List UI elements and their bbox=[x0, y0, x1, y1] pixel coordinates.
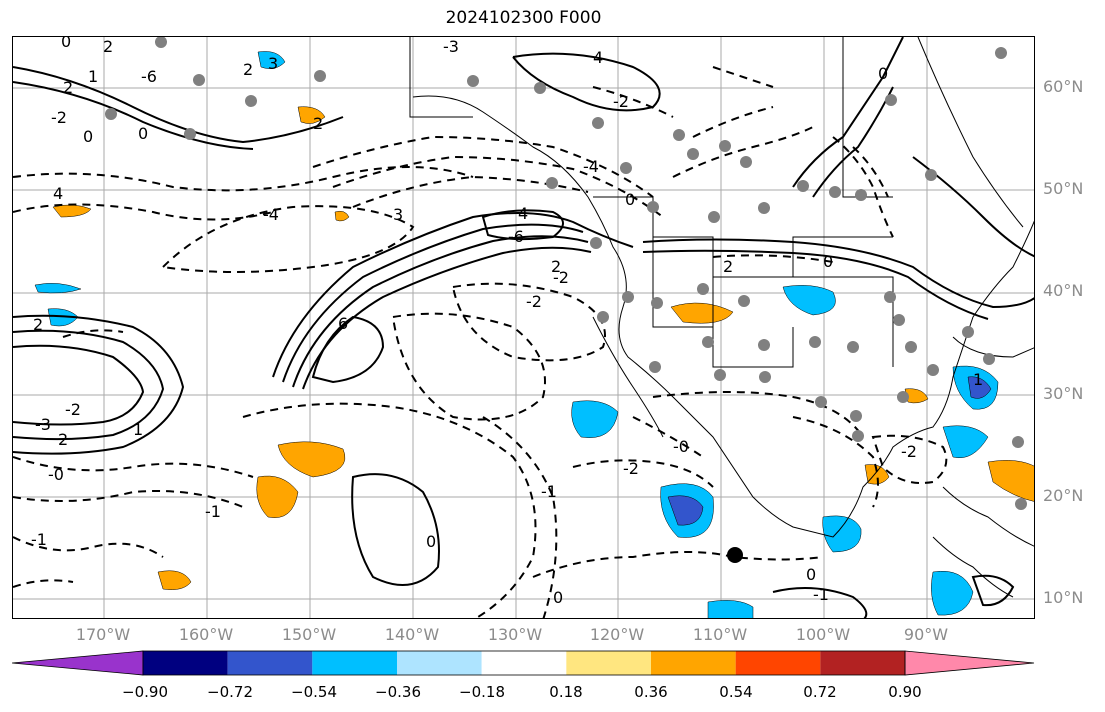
contour-label: 4 bbox=[53, 184, 63, 203]
lat-label: 40°N bbox=[1043, 281, 1084, 300]
contour-label: -1 bbox=[541, 482, 557, 501]
contour-label: 3 bbox=[393, 205, 403, 224]
map-canvas: 0 2 3 2 1 2 0 4 4 -4 3 2 4 -6 6 -2 -2 2 … bbox=[13, 37, 1034, 618]
lat-label: 20°N bbox=[1043, 486, 1084, 505]
contour-label: -1 bbox=[205, 502, 221, 521]
colorbar-segment bbox=[820, 651, 905, 675]
contour-label: 4 bbox=[518, 204, 528, 223]
colorbar bbox=[12, 650, 1035, 676]
contour-label: 2 bbox=[63, 78, 73, 97]
contour-label: 2 bbox=[313, 114, 323, 133]
colorbar-segments bbox=[12, 650, 1035, 676]
colorbar-border bbox=[142, 650, 906, 676]
contour-label: 1 bbox=[973, 370, 983, 389]
lat-label: 60°N bbox=[1043, 77, 1084, 96]
colorbar-tick-label: −0.54 bbox=[291, 683, 337, 701]
colorbar-tick-label: 0.90 bbox=[888, 683, 922, 701]
lon-label: 130°W bbox=[487, 625, 543, 644]
contour-label: -4 bbox=[263, 205, 279, 224]
lon-label: 150°W bbox=[281, 625, 337, 644]
colorbar-tick-label: −0.72 bbox=[207, 683, 253, 701]
lat-label: 10°N bbox=[1043, 588, 1084, 607]
contour-label: -2 bbox=[901, 442, 917, 461]
contour-label: 1 bbox=[88, 67, 98, 86]
contour-label: 2 bbox=[551, 257, 561, 276]
location-marker bbox=[727, 547, 743, 563]
contour-label: 2 bbox=[103, 37, 113, 56]
colorbar-tick-label: −0.90 bbox=[122, 683, 168, 701]
contour-label: 0 bbox=[878, 64, 888, 83]
contour-label: 0 bbox=[83, 127, 93, 146]
colorbar-tick-label: 0.18 bbox=[549, 683, 583, 701]
contour-label: 0 bbox=[426, 532, 436, 551]
contour-label: -4 bbox=[583, 157, 599, 176]
lon-label: 120°W bbox=[589, 625, 645, 644]
colorbar-segment bbox=[227, 651, 313, 675]
lon-label: 90°W bbox=[903, 625, 949, 644]
contours-solid bbox=[13, 37, 1034, 618]
contour-label: -1 bbox=[813, 585, 829, 604]
colorbar-segment bbox=[397, 651, 482, 675]
colorbar-segment bbox=[481, 651, 567, 675]
colorbar-segment bbox=[312, 651, 397, 675]
colorbar-tick-label: −0.36 bbox=[375, 683, 421, 701]
contour-label: -3 bbox=[443, 37, 459, 56]
colorbar-segment bbox=[143, 651, 228, 675]
map-title: 2024102300 F000 bbox=[445, 8, 602, 28]
contours-dashed bbox=[13, 66, 948, 618]
station-markers bbox=[105, 37, 1027, 510]
contour-label: 0 bbox=[806, 565, 816, 584]
contour-label: 2 bbox=[723, 257, 733, 276]
contour-label: 0 bbox=[823, 252, 833, 271]
lat-label: 50°N bbox=[1043, 179, 1084, 198]
lon-label: 140°W bbox=[384, 625, 440, 644]
lon-label: 100°W bbox=[795, 625, 851, 644]
contour-label: -0 bbox=[673, 437, 689, 456]
contour-label: 3 bbox=[268, 54, 278, 73]
lon-label: 110°W bbox=[692, 625, 748, 644]
contour-label: -2 bbox=[613, 92, 629, 111]
colorbar-extend-high bbox=[904, 650, 1035, 676]
lon-label: 170°W bbox=[75, 625, 131, 644]
colorbar-tick-label: 0.72 bbox=[803, 683, 837, 701]
contour-labels: 0 2 3 2 1 2 0 4 4 -4 3 2 4 -6 6 -2 -2 2 … bbox=[31, 37, 983, 607]
contour-label: -6 bbox=[508, 227, 524, 246]
colorbar-segment bbox=[651, 651, 736, 675]
contour-label: 2 bbox=[33, 315, 43, 334]
contour-label: 0 bbox=[138, 124, 148, 143]
colorbar-tick-label: 0.36 bbox=[634, 683, 668, 701]
lat-label: 30°N bbox=[1043, 384, 1084, 403]
contour-label: -2 bbox=[51, 108, 67, 127]
contour-label: -2 bbox=[553, 268, 569, 287]
contour-label: -1 bbox=[31, 530, 47, 549]
contour-label: 0 bbox=[553, 588, 563, 607]
contour-label: 2 bbox=[243, 60, 253, 79]
contour-label: 0 bbox=[625, 190, 635, 209]
contour-label: 0 bbox=[61, 37, 71, 51]
contour-label: 6 bbox=[338, 314, 348, 333]
contour-label: -2 bbox=[65, 400, 81, 419]
contour-label: 2 bbox=[58, 430, 68, 449]
contour-label: -6 bbox=[141, 67, 157, 86]
colorbar-extend-low bbox=[12, 650, 144, 676]
contour-label: -0 bbox=[48, 465, 64, 484]
graticule bbox=[13, 37, 1034, 618]
contour-label: -2 bbox=[526, 292, 542, 311]
colorbar-tick-label: 0.54 bbox=[719, 683, 753, 701]
shaded-anomalies bbox=[34, 51, 1034, 618]
contour-label: 4 bbox=[593, 48, 603, 67]
contour-label: -2 bbox=[623, 459, 639, 478]
contour-label: 1 bbox=[133, 420, 143, 439]
lon-label: 160°W bbox=[178, 625, 234, 644]
colorbar-segment bbox=[735, 651, 821, 675]
colorbar-segment bbox=[566, 651, 651, 675]
colorbar-tick-label: −0.18 bbox=[459, 683, 505, 701]
contour-label: -3 bbox=[35, 415, 51, 434]
map-plot-area: 0 2 3 2 1 2 0 4 4 -4 3 2 4 -6 6 -2 -2 2 … bbox=[12, 36, 1035, 619]
